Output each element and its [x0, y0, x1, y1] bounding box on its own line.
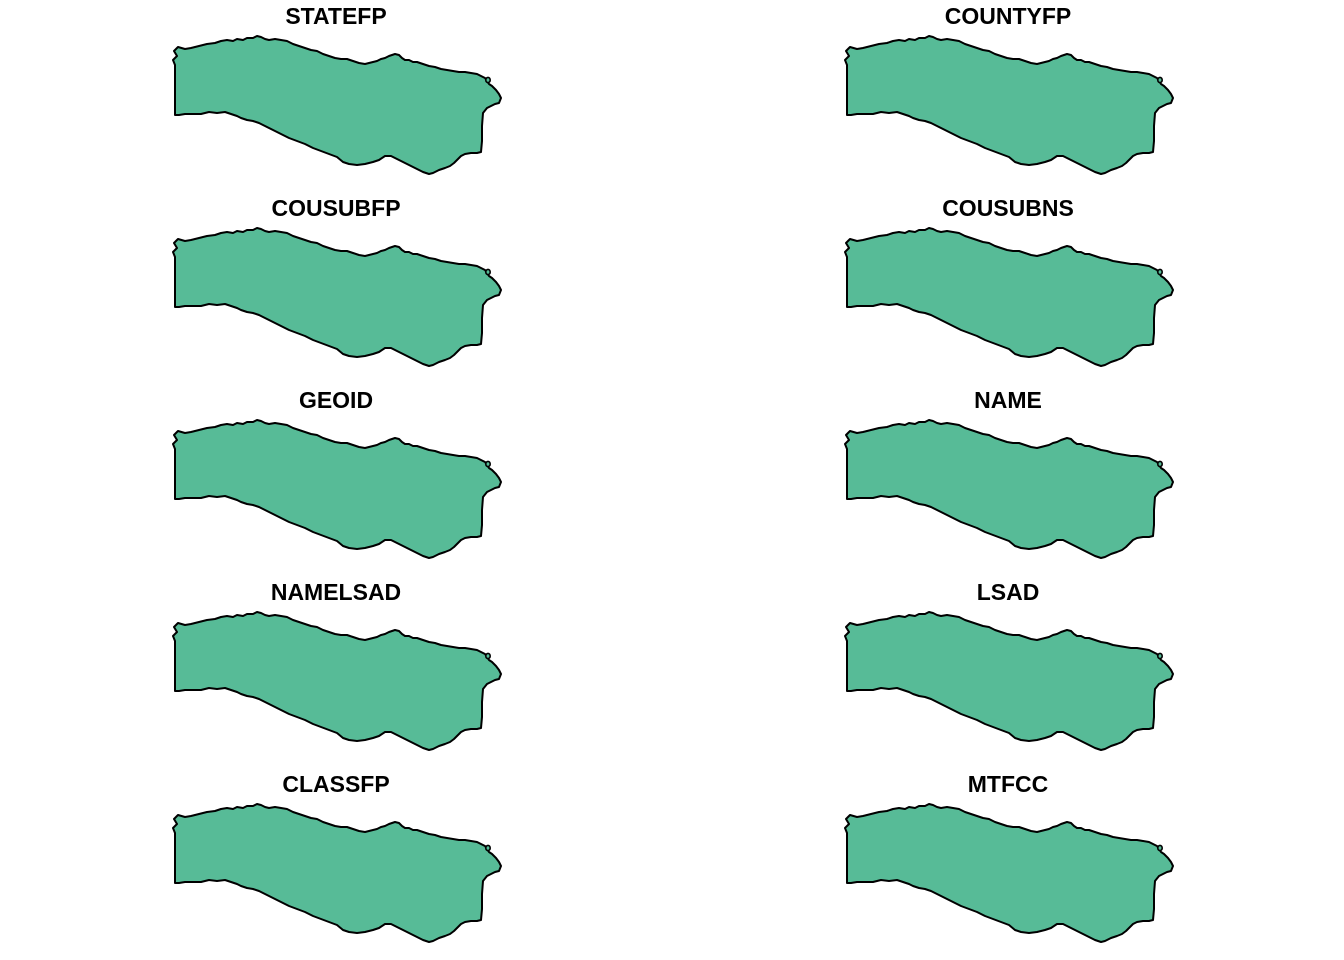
panel-title: GEOID [298, 387, 374, 413]
map-panel-lsad: LSAD [672, 576, 1344, 768]
county-subdivision-polygon [844, 35, 1174, 175]
map-panel-cousubfp: COUSUBFP [0, 192, 672, 384]
boundary-group [172, 803, 502, 943]
panel-title: LSAD [976, 579, 1040, 605]
boundary-group [844, 227, 1174, 367]
island-polygon [484, 844, 491, 852]
county-subdivision-polygon [172, 35, 502, 175]
county-subdivision-map [844, 803, 1174, 943]
county-subdivision-polygon [172, 227, 502, 367]
island-polygon [484, 652, 491, 660]
boundary-group [844, 35, 1174, 175]
county-subdivision-map [844, 227, 1174, 367]
island-polygon [1156, 652, 1163, 660]
panel-title: COUNTYFP [944, 3, 1072, 29]
island-polygon [484, 268, 491, 276]
county-subdivision-map [844, 419, 1174, 559]
county-subdivision-map [844, 35, 1174, 175]
county-subdivision-map [172, 419, 502, 559]
map-panel-geoid: GEOID [0, 384, 672, 576]
county-subdivision-map [172, 611, 502, 751]
island-polygon [484, 460, 491, 468]
map-panel-cousubns: COUSUBNS [672, 192, 1344, 384]
county-subdivision-map [172, 35, 502, 175]
map-panel-classfp: CLASSFP [0, 768, 672, 960]
boundary-group [844, 419, 1174, 559]
island-polygon [1156, 460, 1163, 468]
boundary-group [172, 227, 502, 367]
island-polygon [1156, 844, 1163, 852]
boundary-group [172, 611, 502, 751]
boundary-group [172, 35, 502, 175]
county-subdivision-map [844, 611, 1174, 751]
map-panel-name: NAME [672, 384, 1344, 576]
panel-title: NAMELSAD [270, 579, 402, 605]
county-subdivision-map [172, 803, 502, 943]
county-subdivision-polygon [844, 611, 1174, 751]
panel-title: MTFCC [967, 771, 1049, 797]
county-subdivision-polygon [172, 611, 502, 751]
boundary-group [844, 803, 1174, 943]
county-subdivision-polygon [844, 419, 1174, 559]
map-panel-namelsad: NAMELSAD [0, 576, 672, 768]
map-panel-countyfp: COUNTYFP [672, 0, 1344, 192]
island-polygon [1156, 76, 1163, 84]
panel-title: NAME [974, 387, 1042, 413]
panel-title: COUSUBNS [942, 195, 1074, 221]
county-subdivision-map [172, 227, 502, 367]
panel-title: STATEFP [285, 3, 387, 29]
island-polygon [1156, 268, 1163, 276]
panel-title: CLASSFP [282, 771, 390, 797]
county-subdivision-polygon [172, 419, 502, 559]
boundary-group [172, 419, 502, 559]
panel-title: COUSUBFP [271, 195, 401, 221]
map-panel-mtfcc: MTFCC [672, 768, 1344, 960]
island-polygon [484, 76, 491, 84]
county-subdivision-polygon [172, 803, 502, 943]
boundary-group [844, 611, 1174, 751]
county-subdivision-polygon [844, 227, 1174, 367]
county-subdivision-polygon [844, 803, 1174, 943]
map-panel-statefp: STATEFP [0, 0, 672, 192]
